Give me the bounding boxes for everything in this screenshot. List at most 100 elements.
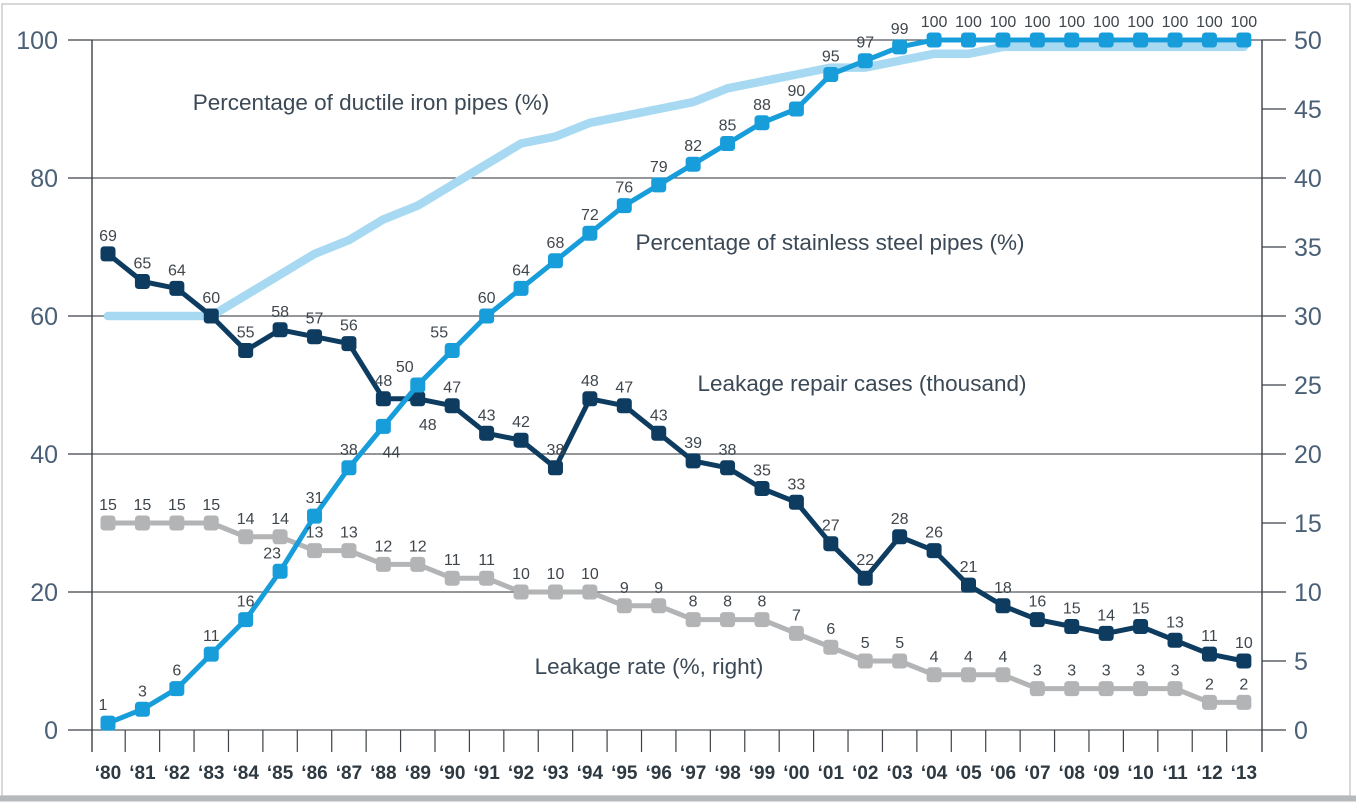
series-line	[103, 42, 1249, 321]
data-point-marker	[823, 639, 839, 655]
data-point-label: 11	[203, 628, 220, 645]
data-point-label: 50	[396, 359, 414, 376]
y-axis-left-tick-label: 60	[30, 303, 58, 331]
data-point-marker	[100, 515, 116, 531]
y-axis-right-tick-label: 10	[1294, 579, 1322, 607]
data-point-label: 99	[891, 21, 909, 38]
data-point-marker	[685, 156, 701, 172]
data-point-marker	[961, 577, 976, 593]
data-point-label: 13	[1166, 614, 1184, 631]
data-point-label: 16	[1028, 594, 1046, 611]
data-point-marker	[582, 391, 598, 407]
data-point-marker	[857, 653, 873, 669]
data-point-marker	[582, 584, 598, 600]
data-point-marker	[341, 543, 357, 559]
data-point-marker	[307, 543, 323, 559]
data-point-label: 5	[895, 635, 904, 652]
series-line	[105, 251, 1247, 664]
data-point-marker	[926, 667, 942, 683]
series-percentage-of-stainless-steel-pipes	[100, 32, 1252, 731]
x-axis-tick-label: ‘05	[955, 763, 982, 784]
x-axis-tick-label: ‘08	[1059, 763, 1085, 784]
data-point-label: 57	[306, 311, 324, 328]
data-point-label: 43	[478, 407, 496, 424]
data-point-marker	[547, 253, 563, 269]
data-point-label: 100	[990, 14, 1017, 31]
data-point-label: 100	[1231, 14, 1258, 31]
data-point-label: 10	[512, 566, 530, 583]
x-axis-tick-label: ‘82	[164, 763, 190, 784]
data-point-label: 11	[478, 552, 495, 569]
data-point-marker	[272, 529, 288, 545]
data-point-marker	[134, 515, 150, 531]
data-point-label: 10	[1235, 635, 1253, 652]
data-point-marker	[203, 515, 219, 531]
y-axis-right-tick-label: 5	[1294, 648, 1308, 676]
data-point-marker	[1201, 32, 1217, 48]
y-axis-left-tick-label: 40	[30, 441, 58, 469]
data-point-label: 39	[684, 435, 702, 452]
data-point-marker	[1167, 632, 1183, 648]
data-point-label: 3	[1102, 663, 1111, 680]
data-point-marker	[1236, 653, 1252, 669]
data-point-marker	[995, 667, 1011, 683]
data-point-marker	[479, 425, 495, 441]
data-point-label: 4	[964, 649, 973, 666]
data-point-marker	[754, 481, 770, 496]
data-point-marker	[1201, 694, 1217, 710]
y-axis-right-tick-label: 15	[1294, 510, 1322, 538]
data-point-marker	[823, 67, 839, 82]
data-point-marker	[410, 391, 426, 407]
data-point-label: 4	[930, 649, 939, 666]
data-point-marker	[134, 274, 150, 289]
axes	[91, 39, 1286, 752]
data-point-label: 55	[430, 325, 448, 342]
data-point-label: 60	[478, 290, 496, 307]
y-axis-right-tick-label: 50	[1294, 27, 1322, 55]
data-point-label: 16	[237, 594, 255, 611]
data-point-marker	[651, 177, 667, 193]
y-axis-right-tick-label: 20	[1294, 441, 1322, 469]
x-axis-tick-label: ‘81	[129, 763, 156, 784]
data-point-label: 44	[382, 444, 400, 461]
data-point-marker	[1098, 681, 1114, 697]
data-point-label: 48	[374, 373, 392, 390]
data-point-marker	[100, 246, 116, 262]
data-point-label: 38	[340, 442, 358, 459]
data-point-marker	[547, 584, 563, 600]
data-point-marker	[1201, 646, 1217, 662]
data-point-label: 72	[581, 207, 599, 224]
data-point-marker	[375, 556, 391, 572]
data-point-label: 10	[547, 566, 565, 583]
x-axis-tick-label: ‘84	[232, 763, 259, 784]
data-point-marker	[272, 563, 288, 579]
data-point-label: 100	[1024, 14, 1051, 31]
data-point-label: 18	[994, 580, 1012, 597]
data-point-label: 47	[615, 380, 633, 397]
x-axis-tick-label: ‘80	[95, 763, 121, 784]
data-point-marker	[651, 425, 667, 441]
data-point-marker	[169, 280, 185, 296]
data-point-label: 100	[921, 14, 948, 31]
data-point-label: 9	[654, 580, 663, 597]
data-point-label: 6	[172, 663, 181, 680]
data-point-marker	[788, 625, 804, 641]
y-axis-right-tick-label: 30	[1294, 303, 1322, 331]
data-point-marker	[892, 529, 908, 545]
data-point-label: 13	[340, 525, 358, 542]
data-point-label: 100	[1162, 14, 1189, 31]
data-point-label: 64	[168, 262, 186, 279]
data-point-marker	[169, 681, 185, 697]
data-point-label: 76	[615, 180, 633, 197]
data-point-marker	[651, 598, 667, 614]
data-point-label: 8	[723, 594, 732, 611]
x-axis-tick-label: ‘13	[1231, 763, 1257, 784]
data-point-marker	[1029, 681, 1045, 697]
data-point-label: 1	[99, 697, 108, 714]
data-point-marker	[857, 53, 873, 69]
data-point-label: 3	[138, 683, 147, 700]
